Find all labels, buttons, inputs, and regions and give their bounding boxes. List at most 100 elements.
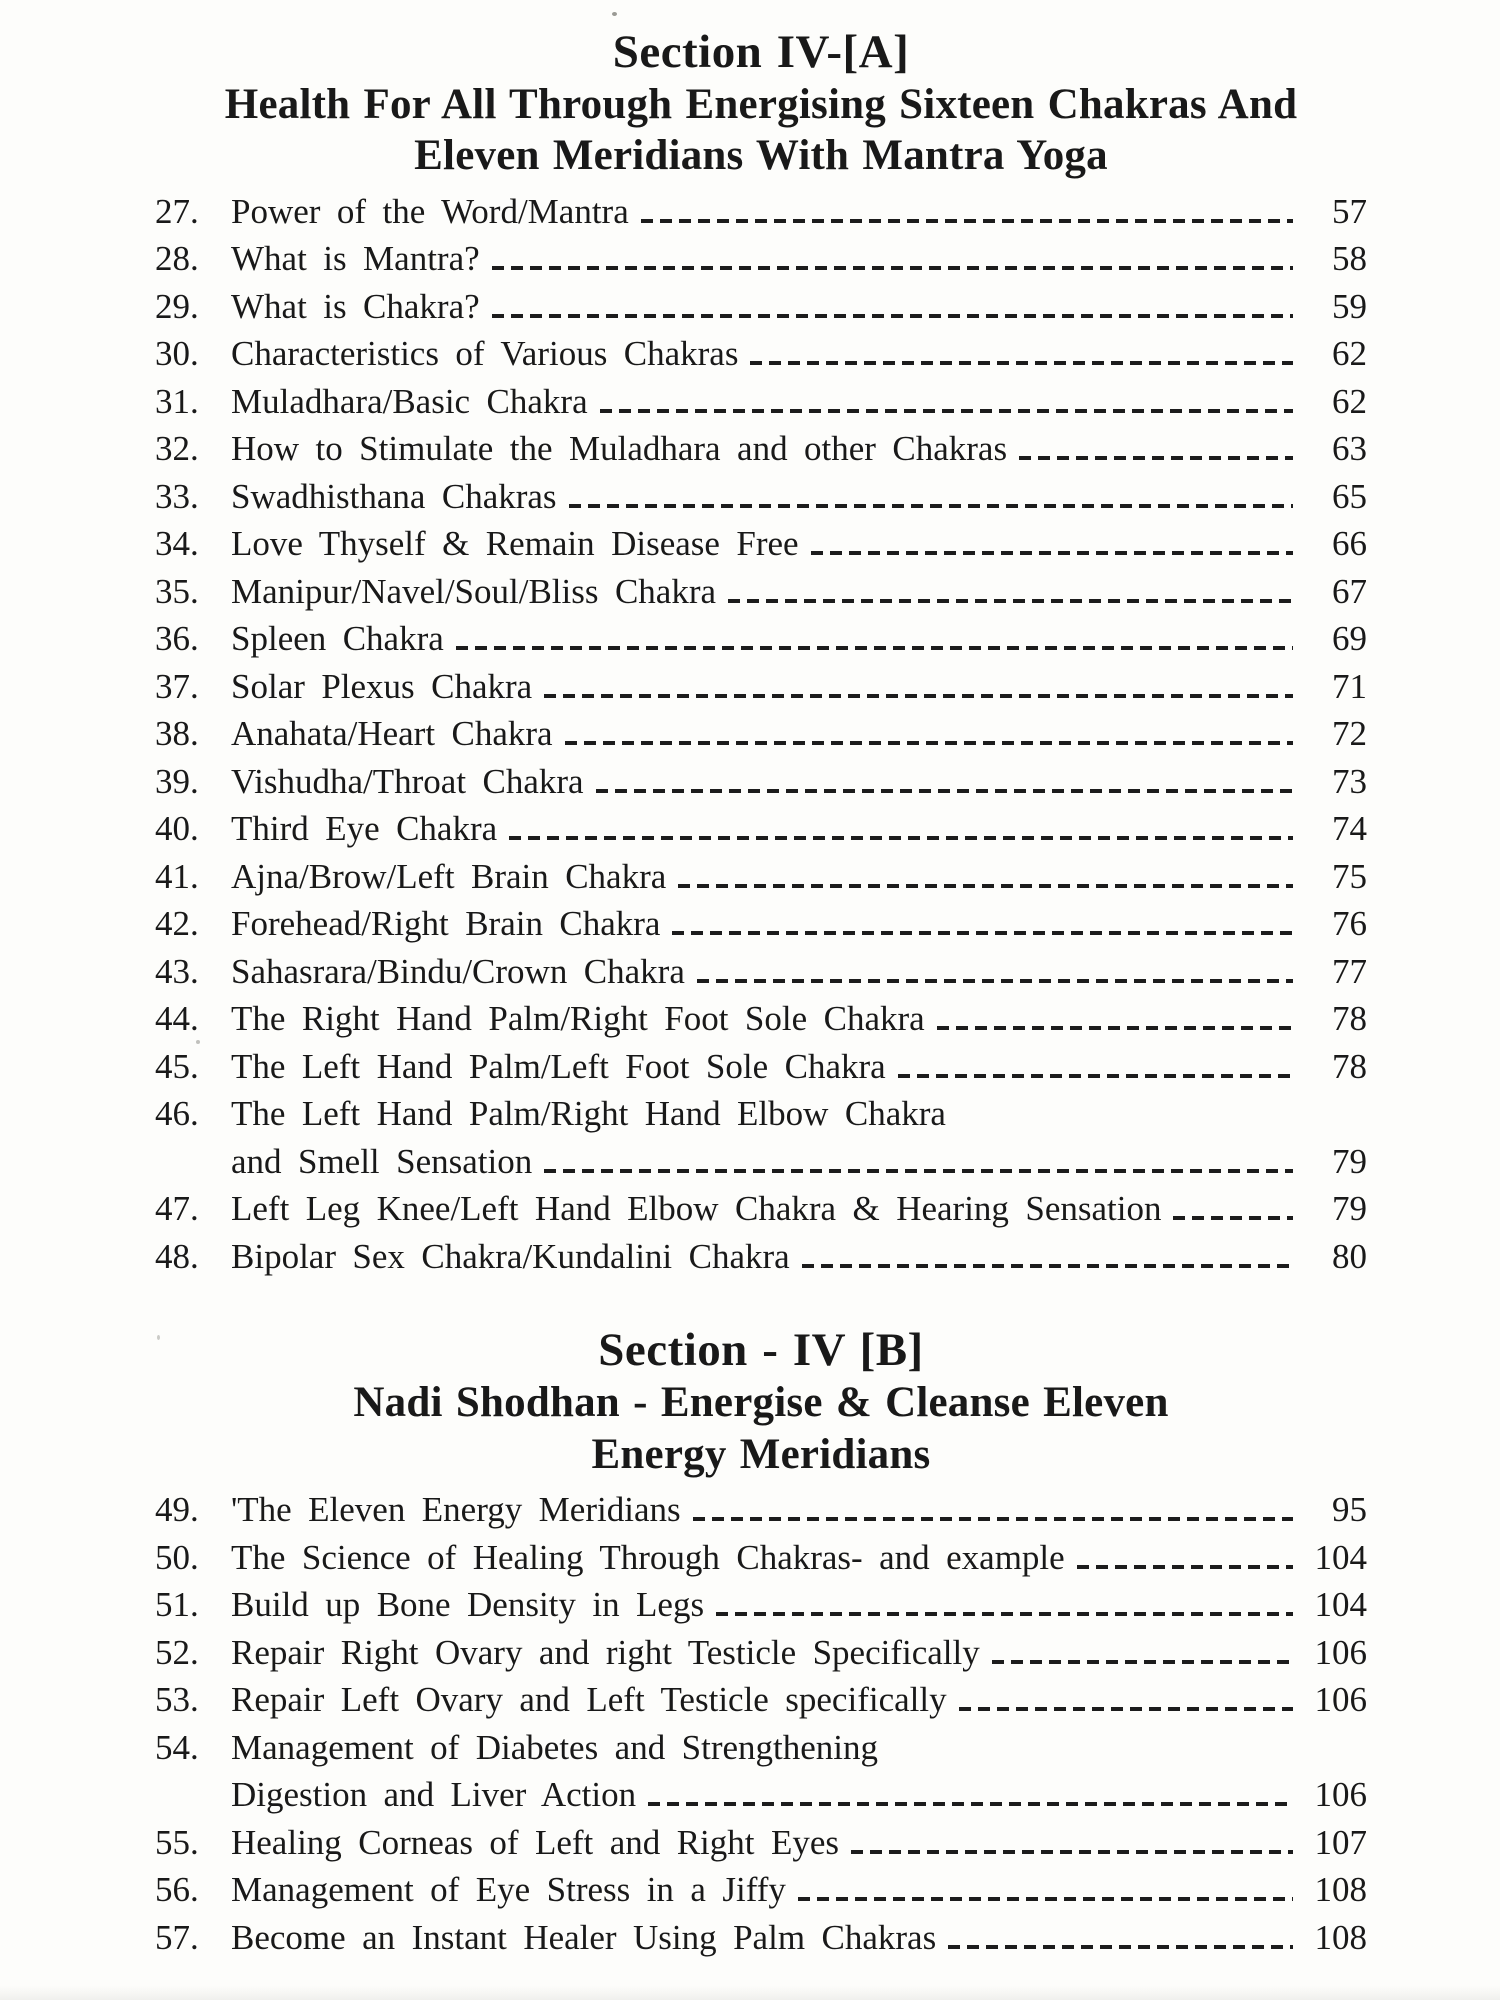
entry-page-number: 72 <box>1332 714 1367 754</box>
entry-number: 29. <box>155 286 199 326</box>
toc-entry-row: 31. Muladhara/Basic Chakra 62 <box>155 382 1367 430</box>
toc-entry-row: 38. Anahata/Heart Chakra 72 <box>155 714 1367 762</box>
entry-title: Solar Plexus Chakra <box>231 666 533 706</box>
entry-page-number: 107 <box>1314 1822 1368 1862</box>
entry-number: 56. <box>155 1870 199 1910</box>
entry-number: 28. <box>155 239 199 279</box>
dash-leader <box>599 408 1293 413</box>
entry-number: 41. <box>155 856 199 896</box>
entry-page-number: 104 <box>1314 1537 1368 1577</box>
entry-number: 39. <box>155 761 199 801</box>
dash-leader <box>728 598 1293 603</box>
entry-number: 42. <box>155 904 199 944</box>
scan-speckle <box>196 1040 200 1044</box>
entry-page-number: 106 <box>1314 1680 1368 1720</box>
dash-leader <box>1019 456 1293 461</box>
entry-title: Swadhisthana Chakras <box>231 476 557 516</box>
entry-title: Muladhara/Basic Chakra <box>231 381 588 421</box>
entry-title: How to Stimulate the Muladhara and other… <box>231 429 1008 469</box>
dash-leader <box>897 1073 1293 1078</box>
entry-number: 31. <box>155 381 199 421</box>
toc-entry-row: 45. The Left Hand Palm/Left Foot Sole Ch… <box>155 1047 1367 1095</box>
entry-page-number: 78 <box>1332 999 1367 1039</box>
entry-title: The Left Hand Palm/Right Hand Elbow Chak… <box>231 1094 946 1134</box>
toc-entry-row: 55. Healing Corneas of Left and Right Ey… <box>155 1823 1367 1871</box>
toc-entry-row: 30. Characteristics of Various Chakras 6… <box>155 334 1367 382</box>
toc-entry-row: 29. What is Chakra? 59 <box>155 287 1367 335</box>
toc-entry-row: 36. Spleen Chakra 69 <box>155 619 1367 667</box>
entry-page-number: 108 <box>1314 1870 1368 1910</box>
section-b-title: Section - IV [B] <box>598 1324 924 1377</box>
dash-leader <box>640 218 1293 223</box>
toc-entry-row: Digestion and Liver Action 106 <box>155 1775 1367 1823</box>
toc-entry-row: 28. What is Mantra? 58 <box>155 239 1367 287</box>
toc-entry-row: 34. Love Thyself & Remain Disease Free 6… <box>155 524 1367 572</box>
toc-entry-row: 37. Solar Plexus Chakra 71 <box>155 667 1367 715</box>
entry-page-number: 106 <box>1314 1775 1368 1815</box>
dash-leader <box>544 693 1293 698</box>
entry-page-number: 63 <box>1332 429 1367 469</box>
entry-title: Anahata/Heart Chakra <box>231 714 553 754</box>
toc-entry-row: 52. Repair Right Ovary and right Testicl… <box>155 1633 1367 1681</box>
entry-title: and Smell Sensation <box>231 1141 533 1181</box>
entry-title: Vishudha/Throat Chakra <box>231 761 584 801</box>
entry-number: 54. <box>155 1727 199 1767</box>
toc-entry-row: 41. Ajna/Brow/Left Brain Chakra 75 <box>155 857 1367 905</box>
dash-leader <box>564 741 1293 746</box>
entry-number: 52. <box>155 1632 199 1672</box>
toc-entry-row: 40. Third Eye Chakra 74 <box>155 809 1367 857</box>
entry-page-number: 57 <box>1332 191 1367 231</box>
toc-entry-row: 47. Left Leg Knee/Left Hand Elbow Chakra… <box>155 1189 1367 1237</box>
entry-number: 55. <box>155 1822 199 1862</box>
entry-page-number: 73 <box>1332 761 1367 801</box>
entry-page-number: 108 <box>1314 1917 1368 1957</box>
entry-title: Spleen Chakra <box>231 619 444 659</box>
entry-page-number: 67 <box>1332 571 1367 611</box>
dash-leader <box>696 978 1293 983</box>
entry-number: 33. <box>155 476 199 516</box>
entry-title: Build up Bone Density in Legs <box>231 1585 705 1625</box>
entry-page-number: 59 <box>1332 286 1367 326</box>
entry-title: Sahasrara/Bindu/Crown Chakra <box>231 951 685 991</box>
entry-page-number: 62 <box>1332 381 1367 421</box>
section-b-subtitle-line1: Nadi Shodhan - Energise & Cleanse Eleven <box>353 1378 1169 1426</box>
entry-page-number: 78 <box>1332 1046 1367 1086</box>
entry-title: 'The Eleven Energy Meridians <box>231 1490 681 1530</box>
entry-page-number: 106 <box>1314 1632 1368 1672</box>
entry-page-number: 69 <box>1332 619 1367 659</box>
section-a-subtitle-line1: Health For All Through Energising Sixtee… <box>224 80 1298 128</box>
toc-entry-row: 54. Management of Diabetes and Strengthe… <box>155 1728 1367 1776</box>
toc-entry-row: 32. How to Stimulate the Muladhara and o… <box>155 429 1367 477</box>
entry-title: Bipolar Sex Chakra/Kundalini Chakra <box>231 1236 790 1276</box>
entry-page-number: 95 <box>1332 1490 1367 1530</box>
toc-entry-row: 49. 'The Eleven Energy Meridians 95 <box>155 1490 1367 1538</box>
entry-title: Love Thyself & Remain Disease Free <box>231 524 799 564</box>
entry-number: 27. <box>155 191 199 231</box>
scan-speckle <box>157 1335 160 1340</box>
entry-number: 50. <box>155 1537 199 1577</box>
dash-leader <box>851 1849 1293 1854</box>
entry-number: 46. <box>155 1094 199 1134</box>
dash-leader <box>797 1897 1293 1902</box>
entry-title: The Left Hand Palm/Left Foot Sole Chakra <box>231 1046 886 1086</box>
toc-entry-row: 42. Forehead/Right Brain Chakra 76 <box>155 904 1367 952</box>
entry-number: 45. <box>155 1046 199 1086</box>
dash-leader <box>801 1263 1293 1268</box>
entry-number: 38. <box>155 714 199 754</box>
section-a-entry-list: 27. Power of the Word/Mantra 57 28. What… <box>155 192 1367 1285</box>
entry-number: 43. <box>155 951 199 991</box>
entry-number: 44. <box>155 999 199 1039</box>
toc-entry-row: 35. Manipur/Navel/Soul/Bliss Chakra 67 <box>155 572 1367 620</box>
entry-page-number: 71 <box>1332 666 1367 706</box>
dash-leader <box>936 1026 1293 1031</box>
section-a-subtitle-line2: Eleven Meridians With Mantra Yoga <box>414 132 1108 180</box>
entry-number: 49. <box>155 1490 199 1530</box>
scan-speckle <box>612 12 617 16</box>
entry-title: Repair Left Ovary and Left Testicle spec… <box>231 1680 947 1720</box>
section-a-title: Section IV-[A] <box>612 26 910 78</box>
entry-number: 51. <box>155 1585 199 1625</box>
entry-title: Digestion and Liver Action <box>231 1775 637 1815</box>
scan-edge-shadow <box>0 1986 1500 2000</box>
entry-page-number: 79 <box>1332 1189 1367 1229</box>
